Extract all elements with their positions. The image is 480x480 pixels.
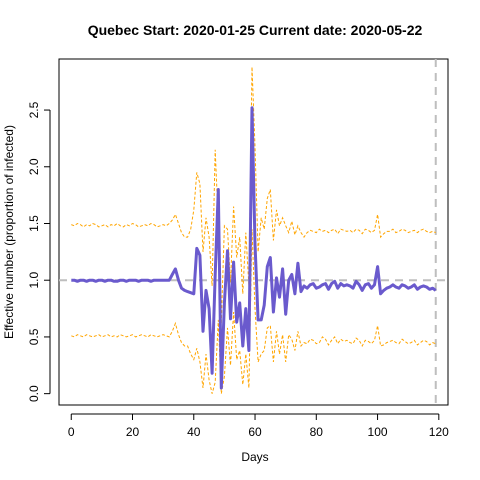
y-tick-label: 0.0 (27, 385, 41, 402)
estimate-line-group (71, 106, 437, 390)
chart-title: Quebec Start: 2020-01-25 Current date: 2… (88, 22, 423, 38)
y-tick-label: 2.0 (27, 158, 41, 175)
x-tick-label: 0 (68, 425, 75, 439)
estimate-line (71, 106, 437, 390)
y-axis: 0.0 0.5 1.0 1.5 2.0 2.5 (27, 101, 51, 402)
y-tick-label: 1.5 (27, 215, 41, 232)
reference-lines (59, 59, 448, 405)
x-axis-label: Days (241, 450, 268, 464)
x-tick-label: 120 (429, 425, 449, 439)
x-tick-label: 100 (368, 425, 388, 439)
x-tick-label: 40 (187, 425, 201, 439)
interval-bounds (71, 66, 436, 394)
x-tick-label: 20 (126, 425, 140, 439)
y-tick-label: 0.5 (27, 328, 41, 345)
plot-frame (58, 58, 449, 406)
x-tick-label: 60 (248, 425, 262, 439)
x-axis: 0 20 40 60 80 100 120 (68, 413, 449, 439)
y-axis-label: Effective number (proportion of infected… (2, 125, 16, 339)
upper-bound-line (71, 66, 436, 324)
y-tick-label: 2.5 (27, 101, 41, 118)
y-tick-label: 1.0 (27, 272, 41, 289)
lower-bound-line (71, 229, 436, 394)
x-tick-label: 80 (310, 425, 324, 439)
